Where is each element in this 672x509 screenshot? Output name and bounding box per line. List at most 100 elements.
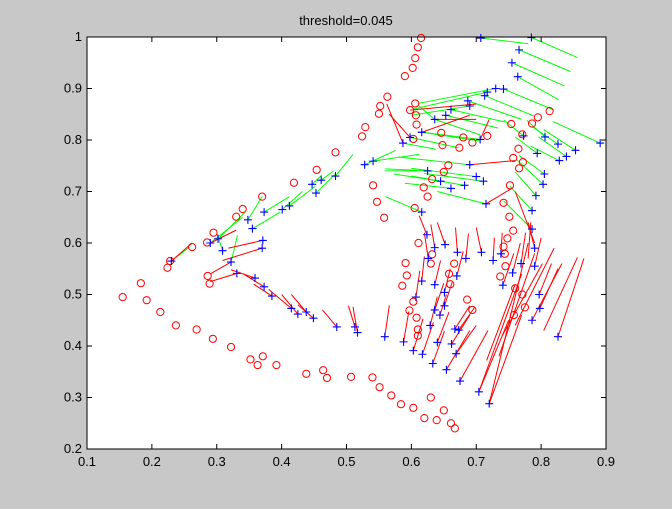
- green-vector: [409, 136, 459, 149]
- plus-marker: [258, 236, 267, 245]
- red-vector: [520, 232, 527, 264]
- x-tick-label: 0.5: [337, 454, 355, 469]
- circle-marker: [361, 123, 370, 132]
- green-vector: [289, 185, 316, 207]
- axes-area: [87, 37, 606, 449]
- circle-marker: [319, 366, 328, 375]
- plus-marker: [440, 301, 449, 310]
- green-vector: [450, 109, 505, 123]
- circle-marker: [509, 311, 518, 320]
- red-vector: [488, 242, 529, 404]
- green-vector: [417, 131, 481, 140]
- plus-marker: [472, 172, 481, 181]
- plus-marker: [476, 135, 485, 144]
- plus-marker: [477, 248, 486, 257]
- plus-marker: [476, 34, 485, 43]
- circle-marker: [417, 33, 426, 43]
- plus-marker: [423, 166, 432, 175]
- circle-marker: [514, 164, 524, 173]
- plus-marker: [424, 254, 433, 263]
- red-vector: [465, 233, 469, 259]
- plus-marker: [498, 281, 507, 290]
- green-vector: [511, 62, 565, 87]
- y-tick-label: 0.3: [64, 390, 82, 405]
- circle-marker: [272, 360, 281, 370]
- red-vector: [322, 309, 338, 328]
- red-vector: [527, 222, 532, 259]
- plus-marker: [422, 230, 431, 239]
- circle-marker: [375, 383, 384, 392]
- red-vector: [421, 256, 425, 282]
- circle-marker: [468, 305, 477, 315]
- plus-marker: [267, 292, 276, 301]
- red-vector: [429, 296, 438, 326]
- green-vector: [480, 37, 529, 45]
- red-vector: [475, 227, 482, 253]
- green-vector: [552, 121, 601, 144]
- green-vector: [543, 129, 576, 151]
- red-vector: [498, 253, 536, 357]
- circle-marker: [483, 131, 492, 140]
- green-vector: [509, 186, 533, 211]
- circle-marker: [258, 352, 267, 361]
- green-vector: [385, 168, 428, 172]
- green-vector: [467, 100, 522, 120]
- circle-marker: [413, 325, 422, 334]
- plus-marker: [447, 339, 456, 348]
- plus-marker: [596, 139, 605, 148]
- red-vector: [479, 119, 490, 140]
- plus-marker: [541, 132, 550, 141]
- circle-marker: [527, 119, 537, 128]
- plus-marker: [418, 350, 427, 359]
- circle-marker: [505, 181, 515, 190]
- circle-marker: [402, 271, 411, 280]
- circle-marker: [136, 279, 145, 288]
- plus-marker: [446, 105, 455, 114]
- circle-marker: [533, 113, 542, 122]
- circle-marker: [518, 130, 527, 139]
- plus-marker: [452, 271, 461, 280]
- circle-marker: [455, 143, 464, 152]
- green-vector: [417, 104, 436, 120]
- green-vector: [531, 37, 578, 59]
- red-vector: [281, 294, 299, 315]
- red-vector: [403, 311, 410, 342]
- green-vector: [393, 173, 441, 182]
- green-vector: [263, 196, 290, 213]
- circle-marker: [501, 262, 510, 271]
- plus-marker: [309, 314, 318, 323]
- circle-marker: [380, 213, 389, 222]
- circle-marker: [439, 406, 448, 415]
- plus-marker: [285, 201, 294, 210]
- red-vector: [454, 227, 458, 253]
- green-vector: [437, 191, 487, 205]
- green-vector: [413, 91, 488, 110]
- red-vector: [290, 294, 307, 313]
- plus-marker: [519, 131, 528, 140]
- plus-marker: [350, 322, 359, 331]
- red-vector: [347, 305, 356, 328]
- plus-marker: [360, 160, 369, 169]
- plus-marker: [535, 304, 544, 313]
- red-vector: [439, 294, 447, 316]
- y-tick-label: 0.2: [64, 441, 82, 456]
- circle-marker: [208, 334, 217, 343]
- circle-marker: [410, 203, 419, 213]
- plus-marker: [312, 189, 321, 198]
- red-vector: [454, 305, 471, 330]
- marker-group: [118, 33, 605, 433]
- circle-marker: [357, 132, 367, 141]
- green-vector: [434, 118, 481, 136]
- circle-marker: [423, 192, 432, 201]
- plus-marker: [460, 181, 469, 190]
- green-vector: [516, 159, 544, 185]
- x-tick-label: 0.4: [273, 454, 291, 469]
- circle-marker: [205, 279, 214, 288]
- circle-marker: [209, 228, 218, 237]
- plus-marker: [515, 45, 524, 54]
- plus-marker: [353, 328, 362, 337]
- plus-marker: [463, 96, 472, 105]
- plus-marker: [248, 224, 257, 233]
